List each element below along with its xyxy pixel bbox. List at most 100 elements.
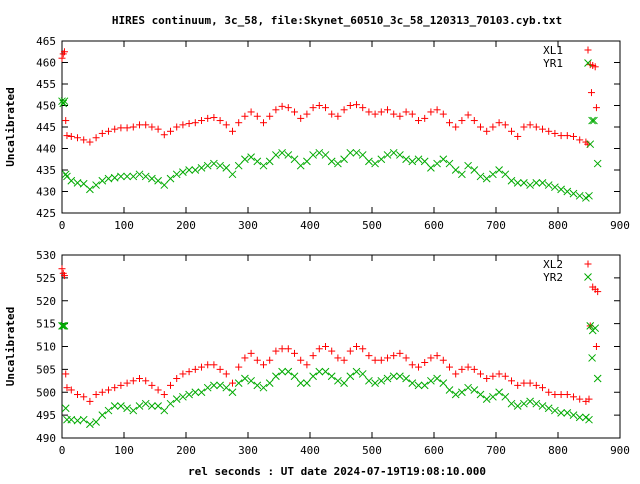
data-point	[92, 181, 100, 189]
data-point	[476, 172, 485, 181]
data-point	[563, 187, 572, 196]
data-point	[198, 363, 205, 371]
x-tick-label: 100	[114, 444, 134, 457]
data-point	[322, 104, 329, 112]
series-yr1	[58, 97, 602, 202]
data-point	[590, 116, 598, 125]
data-point	[148, 174, 156, 183]
data-point	[433, 374, 441, 383]
data-point	[303, 110, 311, 118]
data-point	[210, 114, 218, 122]
data-point	[160, 181, 169, 189]
data-point	[290, 372, 299, 381]
data-point	[185, 166, 193, 174]
data-point	[191, 119, 199, 127]
data-point	[408, 361, 416, 369]
data-point	[86, 397, 94, 405]
data-point	[235, 119, 243, 127]
data-point	[359, 104, 367, 112]
data-point	[321, 367, 330, 376]
data-point	[229, 379, 236, 387]
data-point	[110, 402, 119, 410]
data-point	[62, 370, 70, 378]
data-point	[92, 391, 100, 399]
data-point	[303, 379, 311, 387]
data-point	[278, 148, 286, 157]
data-point	[592, 343, 600, 350]
data-point	[383, 374, 392, 383]
data-point	[86, 185, 94, 194]
legend-label: XL1	[543, 44, 563, 57]
data-point	[203, 161, 212, 170]
data-point	[538, 402, 547, 410]
data-point	[507, 176, 516, 185]
data-point	[594, 288, 602, 296]
data-point	[575, 413, 584, 422]
x-tick-label: 200	[176, 219, 196, 232]
data-point	[383, 151, 392, 159]
data-point	[142, 377, 150, 385]
data-point	[185, 368, 193, 376]
y-tick-label: 525	[36, 272, 56, 285]
data-point	[501, 372, 509, 380]
data-point	[322, 343, 329, 350]
data-point	[489, 372, 497, 380]
data-point	[470, 365, 478, 373]
y-tick-label: 445	[36, 121, 56, 134]
chart-title: HIRES continuum, 3c_58, file:Skynet_6051…	[112, 14, 562, 27]
data-point	[309, 104, 317, 112]
data-point	[129, 406, 138, 415]
data-point	[389, 372, 398, 381]
data-point	[328, 110, 336, 118]
data-point	[129, 172, 138, 181]
data-point	[520, 123, 528, 131]
data-point	[520, 179, 528, 187]
data-point	[59, 99, 68, 108]
data-point	[179, 392, 187, 401]
legend-label: YR1	[543, 57, 563, 70]
data-point	[470, 166, 479, 174]
data-point	[259, 161, 268, 170]
data-point	[458, 388, 466, 397]
data-point	[167, 381, 174, 389]
data-point	[371, 356, 379, 364]
data-point	[551, 391, 559, 399]
data-point	[389, 148, 398, 157]
data-point	[446, 363, 453, 371]
data-point	[489, 392, 497, 401]
data-point	[235, 363, 243, 371]
data-point	[284, 367, 293, 376]
data-point	[60, 272, 68, 280]
data-point	[414, 155, 423, 164]
data-point	[408, 110, 416, 118]
data-point	[284, 104, 292, 112]
data-point	[340, 379, 348, 387]
data-point	[136, 121, 143, 129]
data-point	[483, 127, 491, 135]
data-point	[439, 379, 448, 387]
data-point	[142, 121, 150, 129]
data-point	[334, 376, 342, 385]
data-point	[358, 151, 367, 159]
data-point	[253, 356, 261, 364]
data-point	[570, 132, 577, 140]
data-point	[303, 361, 311, 369]
series-xl2	[58, 265, 602, 405]
data-point	[315, 345, 323, 353]
data-point	[253, 157, 262, 166]
data-point	[315, 367, 324, 376]
data-point	[353, 343, 360, 350]
data-point	[117, 172, 125, 181]
data-point	[507, 399, 516, 408]
data-point	[501, 121, 509, 129]
data-point	[557, 132, 565, 140]
data-point	[451, 166, 460, 174]
x-tick-label: 800	[548, 444, 568, 457]
data-point	[420, 381, 429, 390]
data-point	[297, 356, 305, 364]
data-point	[513, 179, 522, 187]
data-point	[427, 108, 435, 116]
data-point	[58, 322, 66, 330]
data-point	[98, 411, 107, 419]
